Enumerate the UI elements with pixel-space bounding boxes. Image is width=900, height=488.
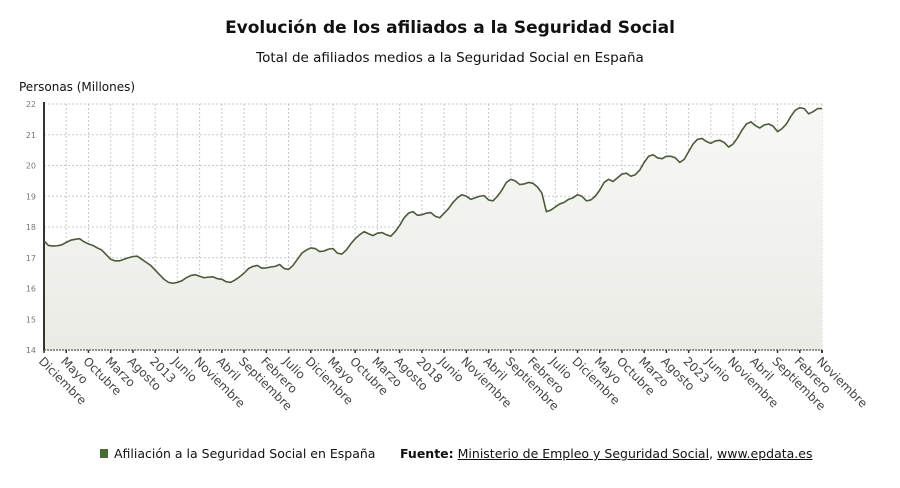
y-tick-label: 21 xyxy=(26,131,36,140)
source-prefix: Fuente: xyxy=(400,446,454,461)
source-link-epdata[interactable]: www.epdata.es xyxy=(717,446,813,461)
y-tick-label: 14 xyxy=(26,346,36,355)
y-tick-label: 20 xyxy=(26,162,36,171)
legend: Afiliación a la Seguridad Social en Espa… xyxy=(100,446,375,461)
chart-subtitle: Total de afiliados medios a la Seguridad… xyxy=(256,50,644,66)
y-tick-label: 17 xyxy=(26,254,36,263)
y-tick-label: 15 xyxy=(26,315,36,324)
y-axis-ticks: 14 15 16 17 18 19 20 21 22 xyxy=(26,100,36,355)
source-credit: Fuente: Ministerio de Empleo y Seguridad… xyxy=(400,446,812,461)
y-tick-label: 19 xyxy=(26,192,36,201)
chart-title: Evolución de los afiliados a la Segurida… xyxy=(225,18,675,38)
series-line xyxy=(43,106,822,285)
x-axis-ticks: DiciembreMayoOctubreMarzoAgosto2013Junio… xyxy=(36,350,870,413)
y-axis-label: Personas (Millones) xyxy=(19,80,136,94)
legend-swatch-icon xyxy=(100,449,108,458)
y-tick-label: 16 xyxy=(26,285,36,294)
y-tick-label: 18 xyxy=(26,223,36,232)
source-link-ministerio[interactable]: Ministerio de Empleo y Seguridad Social xyxy=(457,446,710,461)
source-separator: , xyxy=(709,446,718,461)
y-tick-label: 22 xyxy=(26,100,36,109)
series-area-fill xyxy=(44,107,822,350)
legend-label: Afiliación a la Seguridad Social en Espa… xyxy=(114,446,376,461)
